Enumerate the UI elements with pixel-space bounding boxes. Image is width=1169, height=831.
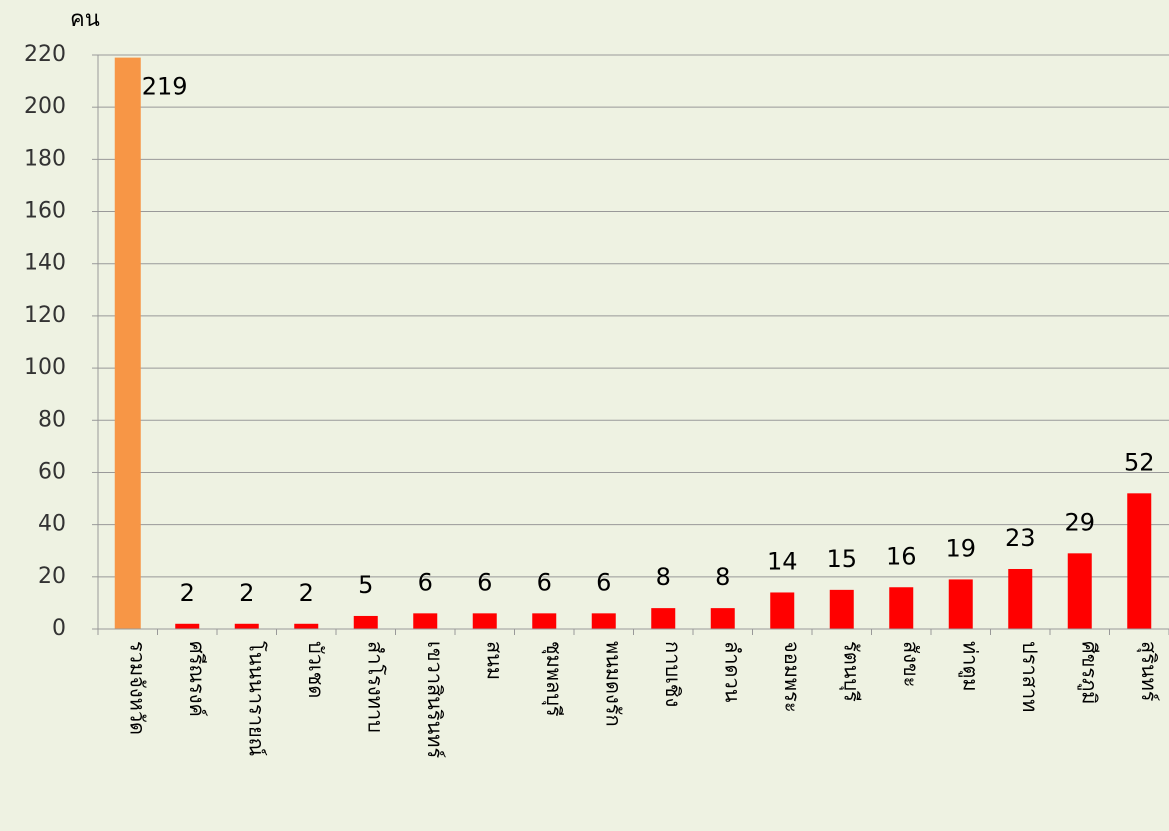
value-label: 219 xyxy=(142,73,188,101)
x-tick-label: โนนนารายณ์ xyxy=(244,641,268,756)
x-tick-label: เขวาสินรินทร์ xyxy=(423,641,447,758)
bar xyxy=(234,623,259,629)
x-tick-label: ชุมพลบุรี xyxy=(541,641,566,717)
value-label: 2 xyxy=(299,579,314,607)
y-tick-label: 0 xyxy=(52,616,66,641)
value-label: 15 xyxy=(826,545,857,573)
value-label: 19 xyxy=(945,534,976,562)
bar xyxy=(175,623,200,629)
y-tick-label: 200 xyxy=(24,94,66,119)
x-tick-label: ศีขรภูมิ xyxy=(1076,641,1101,704)
bar xyxy=(1008,568,1033,629)
value-label: 5 xyxy=(358,571,373,599)
value-label: 8 xyxy=(715,563,730,591)
x-tick-label: สำโรงทาบ xyxy=(363,641,387,733)
y-tick-label: 140 xyxy=(24,251,66,276)
bar xyxy=(1067,553,1092,629)
x-tick-label: ศรีณรงค์ xyxy=(185,641,209,717)
bar xyxy=(353,615,378,629)
bar xyxy=(710,608,735,629)
bar xyxy=(114,57,141,630)
x-tick-label: สุรินทร์ xyxy=(1136,641,1161,702)
bar xyxy=(770,592,795,629)
x-tick-label: ท่าตูม xyxy=(957,641,982,692)
bar xyxy=(413,613,438,629)
bar xyxy=(948,579,973,629)
x-tick-label: รวมจังหวัด xyxy=(125,641,149,735)
y-tick-label: 220 xyxy=(24,42,66,67)
value-label: 2 xyxy=(239,579,254,607)
y-tick-label: 120 xyxy=(24,303,66,328)
y-tick-label: 20 xyxy=(38,564,66,589)
x-tick-label: จอมพระ xyxy=(780,641,804,713)
bar xyxy=(294,623,319,629)
x-tick-label: รัตนบุรี xyxy=(838,641,863,702)
y-tick-label: 180 xyxy=(24,146,66,171)
x-tick-label: ปราสาท xyxy=(1018,641,1042,712)
bar xyxy=(889,587,914,629)
y-tick-label: 80 xyxy=(38,407,66,432)
value-label: 23 xyxy=(1005,524,1036,552)
y-tick-label: 160 xyxy=(24,199,66,224)
bar xyxy=(651,608,676,629)
x-tick-label: ลำดวน xyxy=(720,641,744,703)
value-label: 16 xyxy=(886,542,917,570)
bar xyxy=(532,613,557,629)
value-label: 6 xyxy=(596,568,611,596)
bar xyxy=(1127,493,1152,629)
value-label: 6 xyxy=(537,568,552,596)
x-tick-label: สนม xyxy=(482,641,506,680)
value-label: 14 xyxy=(767,547,798,575)
x-tick-label: สังขะ xyxy=(899,641,923,687)
value-label: 8 xyxy=(656,563,671,591)
bar xyxy=(591,613,616,629)
value-label: 52 xyxy=(1124,448,1155,476)
bar xyxy=(829,589,854,629)
value-label: 6 xyxy=(418,568,433,596)
x-tick-label: พนมดงรัก xyxy=(601,641,625,727)
bar xyxy=(472,613,497,629)
y-tick-label: 100 xyxy=(24,355,66,380)
value-label: 29 xyxy=(1064,508,1095,536)
y-tick-label: 60 xyxy=(38,459,66,484)
value-label: 6 xyxy=(477,568,492,596)
y-axis-label: คน xyxy=(70,7,100,32)
x-tick-label: บัวเชด xyxy=(304,641,328,698)
y-tick-label: 40 xyxy=(38,512,66,537)
value-label: 2 xyxy=(180,579,195,607)
x-tick-label: กาบเชิง xyxy=(661,641,685,707)
